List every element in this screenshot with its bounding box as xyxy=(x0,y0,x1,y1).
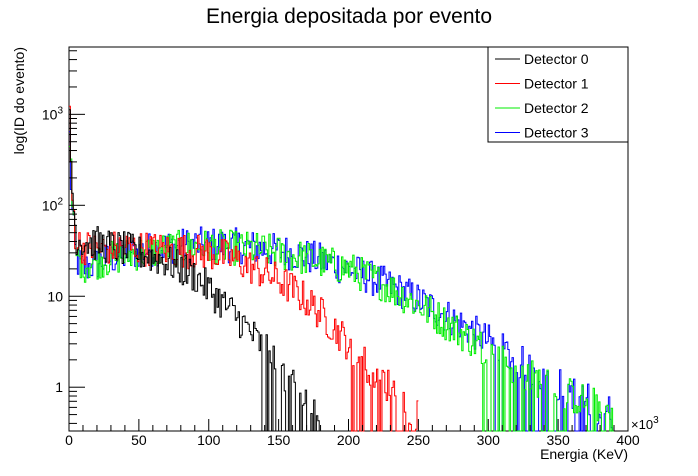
x-axis-label: Energia (KeV) xyxy=(540,446,628,462)
x-tick-label: 150 xyxy=(267,432,291,448)
series-line-detector-0 xyxy=(69,109,321,432)
y-tick-label: 103 xyxy=(42,105,64,122)
y-axis-label: log(ID do evento) xyxy=(11,47,27,154)
x-tick-label: 0 xyxy=(65,432,73,448)
legend-box xyxy=(487,46,629,143)
x-tick-label: 350 xyxy=(546,432,570,448)
x-tick-label: 300 xyxy=(477,432,501,448)
x-tick-label: 400 xyxy=(616,432,640,448)
x-axis: 0 50 100 150 200 250 300 350 400 xyxy=(65,419,640,448)
y-axis: 1 10 102 103 xyxy=(42,50,85,424)
x-axis-multiplier: ×103 xyxy=(631,415,659,432)
y-tick-label: 1 xyxy=(55,379,63,395)
series-layer xyxy=(69,105,614,432)
x-tick-label: 100 xyxy=(197,432,221,448)
x-tick-label: 250 xyxy=(407,432,431,448)
legend-label-detector-3: Detector 3 xyxy=(524,125,589,141)
x-tick-label: 50 xyxy=(131,432,147,448)
chart-title: Energia depositada por evento xyxy=(206,5,492,28)
legend: Detector 0 Detector 1 Detector 2 Detector 3 xyxy=(487,46,629,143)
legend-label-detector-0: Detector 0 xyxy=(524,51,589,67)
legend-label-detector-2: Detector 2 xyxy=(524,100,589,116)
legend-label-detector-1: Detector 1 xyxy=(524,76,589,92)
x-tick-label: 200 xyxy=(337,432,361,448)
y-tick-label: 102 xyxy=(42,196,64,213)
series-line-detector-1 xyxy=(69,105,419,432)
y-tick-label: 10 xyxy=(47,288,63,304)
